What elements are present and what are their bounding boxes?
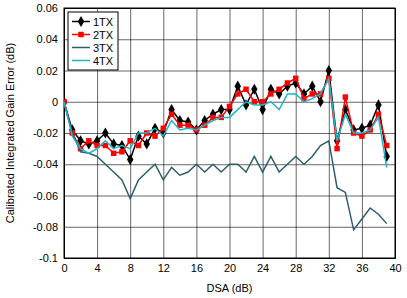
series-marker xyxy=(152,133,157,138)
series-marker xyxy=(161,126,166,131)
legend-swatch xyxy=(72,47,90,49)
x-tick-label: 0 xyxy=(61,262,67,274)
x-grid-line xyxy=(130,8,131,258)
x-axis-title: DSA (dB) xyxy=(207,282,253,294)
series-marker xyxy=(285,80,290,85)
x-tick-label: 40 xyxy=(389,262,401,274)
x-tick: 12 xyxy=(158,8,170,274)
y-tick-label: -0.06 xyxy=(33,190,58,202)
x-tick-label: 28 xyxy=(290,262,302,274)
legend-swatch xyxy=(72,60,90,62)
legend-marker xyxy=(78,32,83,37)
x-grid-line xyxy=(329,8,330,258)
series-marker xyxy=(375,99,381,110)
y-tick-label: -0.04 xyxy=(33,158,58,170)
plot: 0481216202428323640-0.1-0.08-0.06-0.04-0… xyxy=(33,2,402,274)
x-tick-label: 12 xyxy=(158,262,170,274)
y-grid-line xyxy=(64,133,395,134)
series-marker xyxy=(235,81,241,92)
x-tick-label: 16 xyxy=(191,262,203,274)
series-marker xyxy=(127,138,132,143)
series-marker xyxy=(309,81,315,92)
series-marker xyxy=(317,96,323,107)
series-marker xyxy=(334,146,339,151)
x-tick-label: 4 xyxy=(95,262,101,274)
series-marker xyxy=(169,112,174,117)
x-tick: 16 xyxy=(191,8,203,274)
legend-label: 3TX xyxy=(93,42,114,54)
y-tick-label: -0.1 xyxy=(39,252,58,264)
legend-label: 4TX xyxy=(93,55,114,67)
series-line xyxy=(64,78,387,167)
legend-label: 2TX xyxy=(93,29,114,41)
series-marker xyxy=(326,65,332,76)
y-tick: -0.08 xyxy=(33,221,395,233)
legend-box xyxy=(68,12,118,70)
x-axis-line xyxy=(65,8,396,259)
series-marker xyxy=(284,81,290,92)
series-marker xyxy=(343,94,348,99)
series-marker xyxy=(127,154,133,165)
y-grid-line xyxy=(64,102,395,103)
series-marker xyxy=(251,84,257,95)
x-tick: 28 xyxy=(290,8,302,274)
series-marker xyxy=(111,151,116,156)
x-axis: 0 4 8 12 16 20 24 28 32 36 40 xyxy=(61,8,401,274)
x-grid-line xyxy=(296,8,297,258)
x-tick-label: 8 xyxy=(128,262,134,274)
y-tick-label: -0.02 xyxy=(33,127,58,139)
y-axis-line xyxy=(65,9,396,259)
y-tick: -0.06 xyxy=(33,190,395,202)
y-tick-label: 0 xyxy=(52,96,58,108)
series-line xyxy=(64,71,387,160)
series-marker xyxy=(185,122,190,127)
x-tick-label: 24 xyxy=(257,262,269,274)
series-marker xyxy=(136,143,141,148)
series-marker xyxy=(235,91,240,96)
x-tick-label: 20 xyxy=(224,262,236,274)
y-tick-label: -0.08 xyxy=(33,221,58,233)
series-marker xyxy=(384,143,389,148)
y-axis-title: Calibrated Integrated Gain Error (dB) xyxy=(4,43,16,223)
x-grid-line xyxy=(263,8,264,258)
series-marker xyxy=(243,87,248,92)
y-grid-line xyxy=(64,71,395,72)
series-marker xyxy=(185,116,191,127)
x-tick-label: 36 xyxy=(356,262,368,274)
y-grid-line xyxy=(64,227,395,228)
series-marker xyxy=(268,91,273,96)
plot-frame xyxy=(64,8,395,258)
series-marker xyxy=(210,109,216,120)
series-marker xyxy=(259,104,265,115)
y-tick-label: 0.06 xyxy=(37,2,58,14)
x-grid-line xyxy=(230,8,231,258)
series-line xyxy=(64,102,387,230)
series-group xyxy=(64,65,390,230)
x-tick: 36 xyxy=(356,8,368,274)
series-marker xyxy=(276,87,281,92)
x-tick: 24 xyxy=(257,8,269,274)
series-marker xyxy=(227,104,232,109)
series-marker xyxy=(102,127,108,138)
x-tick: 8 xyxy=(128,8,134,274)
legend-marker xyxy=(78,16,84,27)
series-marker xyxy=(359,133,364,138)
legend: 1TX2TX3TX4TX xyxy=(68,12,118,70)
series-marker xyxy=(119,149,124,154)
chart: 0481216202428323640-0.1-0.08-0.06-0.04-0… xyxy=(0,0,407,298)
y-tick-label: 0.04 xyxy=(37,33,58,45)
y-axis: -0.1 -0.08 -0.06 -0.04 -0.02 0 0.02 0.04 0.06 xyxy=(33,2,395,264)
y-tick-label: 0.02 xyxy=(37,65,58,77)
series-marker xyxy=(144,138,150,149)
x-tick: 20 xyxy=(224,8,236,274)
series-marker xyxy=(86,138,91,143)
series-line xyxy=(64,78,387,153)
legend-label: 1TX xyxy=(93,16,114,28)
series-marker xyxy=(310,91,315,96)
x-tick-label: 32 xyxy=(323,262,335,274)
series-marker xyxy=(293,76,298,81)
